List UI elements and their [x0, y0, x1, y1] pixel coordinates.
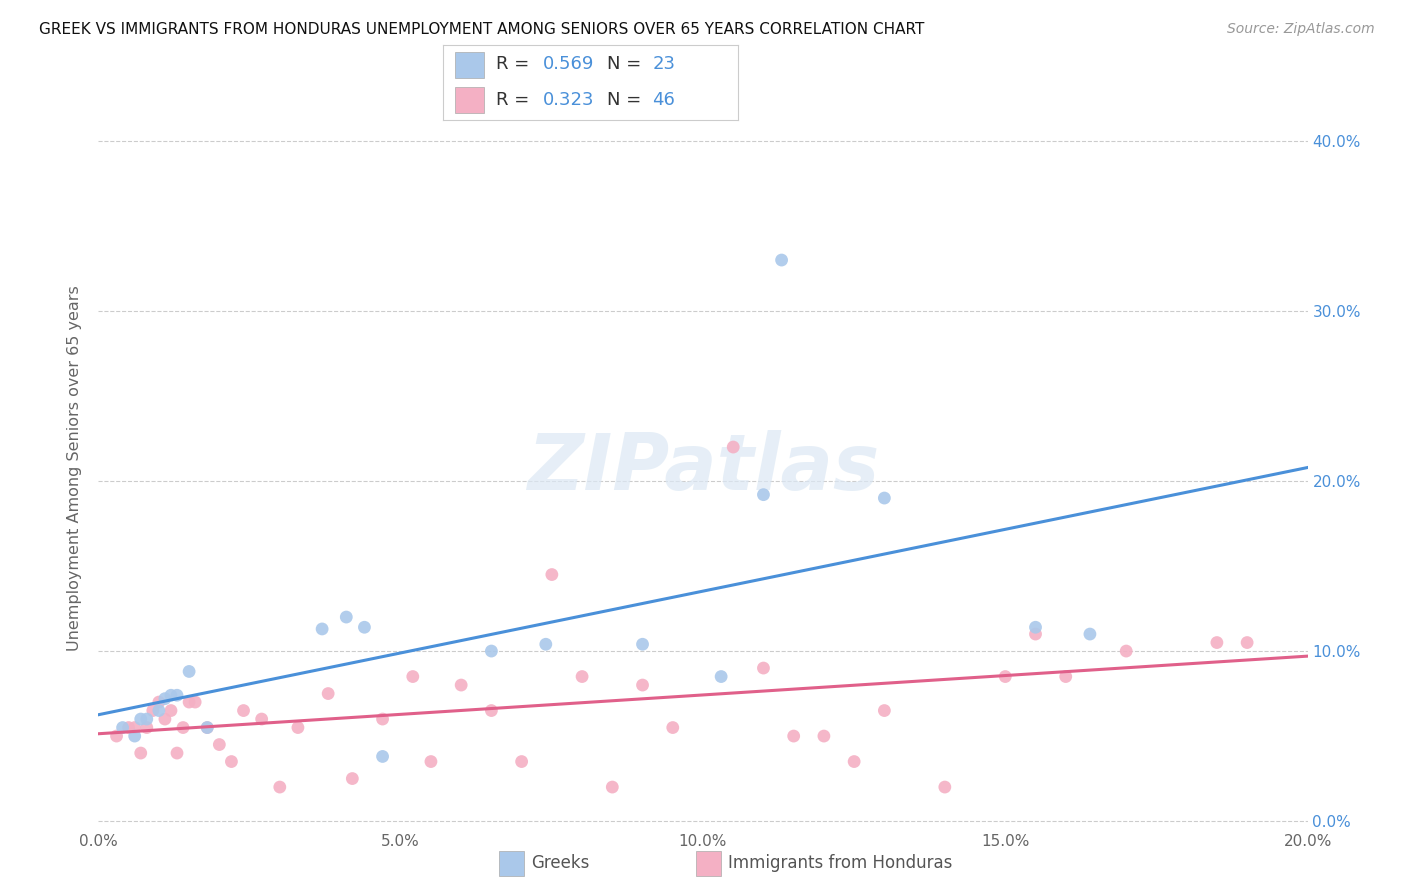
- Text: R =: R =: [496, 55, 536, 73]
- Point: [195, 721, 218, 735]
- Point: [371, 712, 394, 726]
- Text: R =: R =: [496, 91, 536, 109]
- Point: [353, 620, 375, 634]
- Point: [118, 721, 141, 735]
- Point: [934, 780, 956, 794]
- Point: [1206, 635, 1229, 649]
- Point: [481, 704, 503, 718]
- Point: [752, 661, 775, 675]
- Point: [602, 780, 624, 794]
- Point: [208, 738, 231, 752]
- Text: GREEK VS IMMIGRANTS FROM HONDURAS UNEMPLOYMENT AMONG SENIORS OVER 65 YEARS CORRE: GREEK VS IMMIGRANTS FROM HONDURAS UNEMPL…: [39, 22, 925, 37]
- Point: [1054, 669, 1077, 683]
- Point: [142, 704, 165, 718]
- Text: Greeks: Greeks: [531, 855, 591, 872]
- Point: [335, 610, 357, 624]
- Point: [172, 721, 194, 735]
- Point: [540, 567, 562, 582]
- Point: [534, 637, 557, 651]
- Point: [221, 755, 243, 769]
- Point: [160, 688, 183, 702]
- Point: [184, 695, 207, 709]
- Point: [124, 721, 146, 735]
- Point: [232, 704, 254, 718]
- Point: [510, 755, 533, 769]
- Point: [179, 665, 201, 679]
- Point: [571, 669, 593, 683]
- Point: [250, 712, 273, 726]
- Text: Immigrants from Honduras: Immigrants from Honduras: [728, 855, 953, 872]
- Bar: [454, 87, 484, 112]
- Text: 0.323: 0.323: [543, 91, 595, 109]
- Point: [420, 755, 443, 769]
- Point: [1115, 644, 1137, 658]
- Point: [873, 491, 896, 505]
- Point: [135, 712, 157, 726]
- Point: [111, 721, 134, 735]
- Point: [662, 721, 685, 735]
- Point: [129, 746, 152, 760]
- Point: [481, 644, 503, 658]
- Text: ZIPatlas: ZIPatlas: [527, 430, 879, 507]
- Point: [153, 712, 176, 726]
- Point: [287, 721, 309, 735]
- Point: [166, 746, 188, 760]
- Point: [135, 721, 157, 735]
- Point: [844, 755, 866, 769]
- Point: [1024, 627, 1046, 641]
- Point: [1024, 620, 1046, 634]
- Bar: [454, 52, 484, 78]
- Text: 46: 46: [652, 91, 675, 109]
- Text: N =: N =: [607, 55, 647, 73]
- Text: 0.569: 0.569: [543, 55, 595, 73]
- Point: [105, 729, 128, 743]
- Point: [752, 488, 775, 502]
- Point: [160, 704, 183, 718]
- Point: [166, 688, 188, 702]
- Point: [148, 704, 170, 718]
- Point: [316, 687, 339, 701]
- Point: [770, 253, 793, 268]
- Point: [129, 712, 152, 726]
- Point: [710, 669, 733, 683]
- Point: [195, 721, 218, 735]
- Point: [148, 695, 170, 709]
- Point: [994, 669, 1017, 683]
- Point: [813, 729, 835, 743]
- Point: [179, 695, 201, 709]
- Point: [873, 704, 896, 718]
- Point: [342, 772, 364, 786]
- Point: [153, 691, 176, 706]
- Point: [723, 440, 745, 454]
- Point: [371, 749, 394, 764]
- Text: N =: N =: [607, 91, 647, 109]
- Point: [1236, 635, 1258, 649]
- Point: [402, 669, 425, 683]
- Point: [631, 637, 654, 651]
- Point: [1078, 627, 1101, 641]
- Text: 23: 23: [652, 55, 675, 73]
- Text: Source: ZipAtlas.com: Source: ZipAtlas.com: [1227, 22, 1375, 37]
- Point: [450, 678, 472, 692]
- Point: [631, 678, 654, 692]
- Point: [124, 729, 146, 743]
- Y-axis label: Unemployment Among Seniors over 65 years: Unemployment Among Seniors over 65 years: [67, 285, 83, 651]
- Point: [311, 622, 333, 636]
- Point: [783, 729, 806, 743]
- Point: [269, 780, 291, 794]
